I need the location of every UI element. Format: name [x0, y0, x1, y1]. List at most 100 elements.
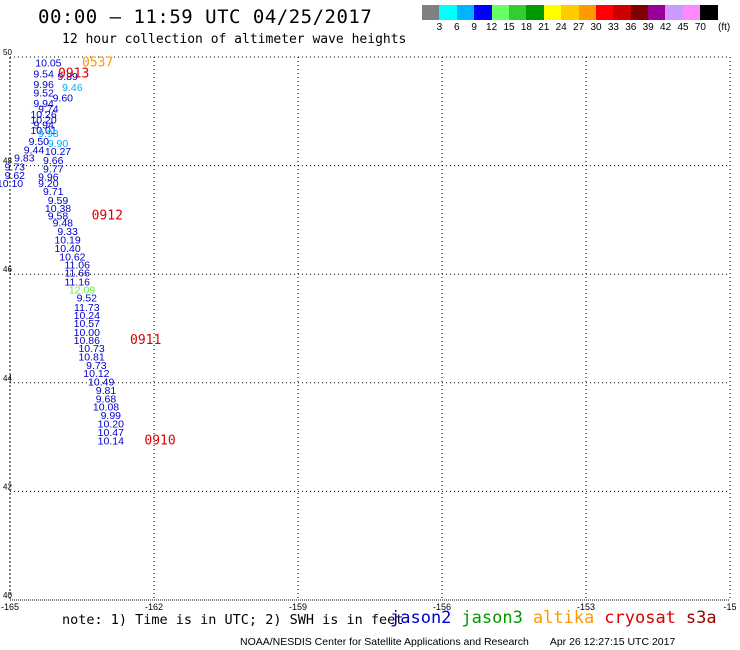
wave-height-value: 10.19 [54, 234, 80, 246]
color-scale-tick-label: 21 [538, 22, 550, 33]
wave-height-value: 9.71 [43, 186, 64, 198]
wave-height-value: 9.94 [33, 119, 54, 131]
wave-height-value: 9.66 [43, 155, 64, 167]
color-swatch [439, 5, 457, 20]
color-scale-tick-label: 6 [454, 22, 460, 33]
x-tick-label: -156 [433, 602, 451, 612]
footnote: note: 1) Time is in UTC; 2) SWH is in fe… [62, 612, 404, 628]
color-scale-tick-label: 12 [486, 22, 498, 33]
color-swatch [422, 5, 440, 20]
wave-height-value: 10.12 [83, 368, 109, 380]
legend-entry: jason2 [390, 608, 452, 628]
legend-entry: altika [532, 608, 595, 628]
pass-time-label: 0913 [58, 66, 89, 81]
color-swatch [508, 5, 527, 20]
satellite-legend: jason2 jason3 altika cryosat s3a [390, 608, 727, 628]
pass-time-label: 0910 [144, 433, 175, 448]
wave-height-value: 10.26 [30, 109, 56, 121]
wave-height-value: 10.08 [93, 402, 119, 414]
wave-height-value: 10.47 [98, 427, 124, 439]
color-swatch [613, 5, 631, 20]
wave-height-value: 10.20 [30, 114, 56, 126]
wave-height-value: 10.86 [74, 335, 100, 347]
wave-height-value: 9.99 [101, 410, 122, 422]
color-scale-bar [422, 5, 718, 20]
wave-height-value: 9.77 [43, 163, 64, 175]
wave-height-value: 10.00 [74, 327, 100, 339]
color-scale-tick-label: 33 [607, 22, 619, 33]
color-scale-tick-label: 45 [677, 22, 689, 33]
wave-height-value: 9.59 [48, 195, 69, 207]
color-swatch [491, 5, 509, 20]
color-scale-tick-label: 15 [503, 22, 515, 33]
generated-timestamp: Apr 26 12:27:15 UTC 2017 [549, 636, 676, 648]
pass-time-label: 0911 [130, 333, 161, 348]
y-tick-label: 46 [3, 265, 12, 274]
wave-height-value: 9.98 [38, 128, 59, 140]
wave-height-value: 10.10 [0, 178, 23, 190]
color-scale-tick-label: 39 [642, 22, 654, 33]
y-tick-label: 50 [3, 48, 12, 57]
color-swatch [665, 5, 683, 20]
y-tick-label: 42 [3, 482, 12, 491]
credit-text: NOAA/NESDIS Center for Satellite Applica… [240, 636, 529, 648]
wave-height-value: 10.14 [98, 435, 124, 447]
chart-title: 00:00 – 11:59 UTC 04/25/2017 [38, 6, 373, 28]
color-scale-tick-label: 36 [625, 22, 637, 33]
wave-height-value: 9.58 [48, 211, 69, 223]
wave-height-value: 9.90 [48, 138, 69, 150]
color-swatch [700, 5, 718, 20]
wave-height-value: 9.48 [53, 218, 74, 230]
wave-height-value: 9.60 [53, 93, 74, 105]
wave-height-value: 9.94 [33, 98, 54, 110]
color-scale-tick-label: 42 [660, 22, 672, 33]
color-swatch [595, 5, 614, 20]
wave-height-value: 9.52 [77, 293, 98, 305]
chart-subtitle: 12 hour collection of altimeter wave hei… [62, 32, 407, 47]
wave-height-value: 9.54 [33, 68, 54, 80]
wave-height-value: 9.73 [86, 360, 107, 372]
wave-height-value: 10.20 [98, 419, 124, 431]
wave-height-value: 11.66 [64, 268, 90, 280]
x-tick-label: -159 [289, 602, 307, 612]
color-swatch [526, 5, 544, 20]
color-scale-tick-label: 30 [590, 22, 602, 33]
color-swatch [474, 5, 492, 20]
wave-height-value: 10.27 [45, 146, 71, 158]
wave-height-value: 9.96 [38, 171, 59, 183]
wave-height-value: 9.20 [38, 178, 59, 190]
wave-height-value: 10.01 [30, 125, 56, 137]
wave-height-value: 9.96 [33, 79, 54, 91]
wave-height-value: 11.73 [74, 302, 100, 314]
color-swatch [543, 5, 562, 20]
wave-height-value: 9.46 [62, 82, 83, 94]
color-scale-tick-label: 18 [520, 22, 532, 33]
color-swatch [682, 5, 701, 20]
wave-height-value: 10.57 [74, 318, 100, 330]
color-swatch [456, 5, 475, 20]
wave-height-value: 9.62 [5, 170, 26, 182]
color-swatch [578, 5, 596, 20]
wave-height-value: 12.09 [69, 284, 95, 296]
plot-frame [9, 56, 731, 601]
wave-height-value: 10.40 [54, 243, 80, 255]
color-scale-tick-label: 27 [573, 22, 585, 33]
x-tick-label: -15 [723, 602, 736, 612]
color-scale-labels: 3 6 9 12 15 18 21 24 27 30 33 36 39 42 45 70 [422, 22, 732, 34]
legend-entry: cryosat [604, 608, 676, 628]
wave-height-value: 10.62 [59, 251, 85, 263]
wave-height-value: 9.74 [38, 104, 59, 116]
wave-height-value: 9.83 [14, 152, 35, 164]
color-swatch [561, 5, 579, 20]
legend-entry: jason3 [461, 608, 523, 628]
wave-height-value: 9.33 [57, 226, 78, 238]
x-tick-label: -165 [1, 602, 19, 612]
color-scale-tick-label: 3 [436, 22, 443, 33]
color-scale-tick-label: 70 [694, 22, 706, 33]
color-swatch [630, 5, 649, 20]
credit-line: NOAA/NESDIS Center for Satellite Applica… [240, 636, 675, 648]
wave-height-value: 10.24 [74, 310, 100, 322]
wave-height-value: 10.38 [45, 203, 71, 215]
color-scale-unit: (ft) [718, 22, 731, 33]
